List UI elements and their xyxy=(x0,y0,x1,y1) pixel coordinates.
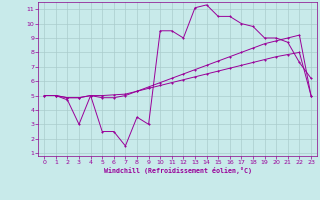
X-axis label: Windchill (Refroidissement éolien,°C): Windchill (Refroidissement éolien,°C) xyxy=(104,167,252,174)
